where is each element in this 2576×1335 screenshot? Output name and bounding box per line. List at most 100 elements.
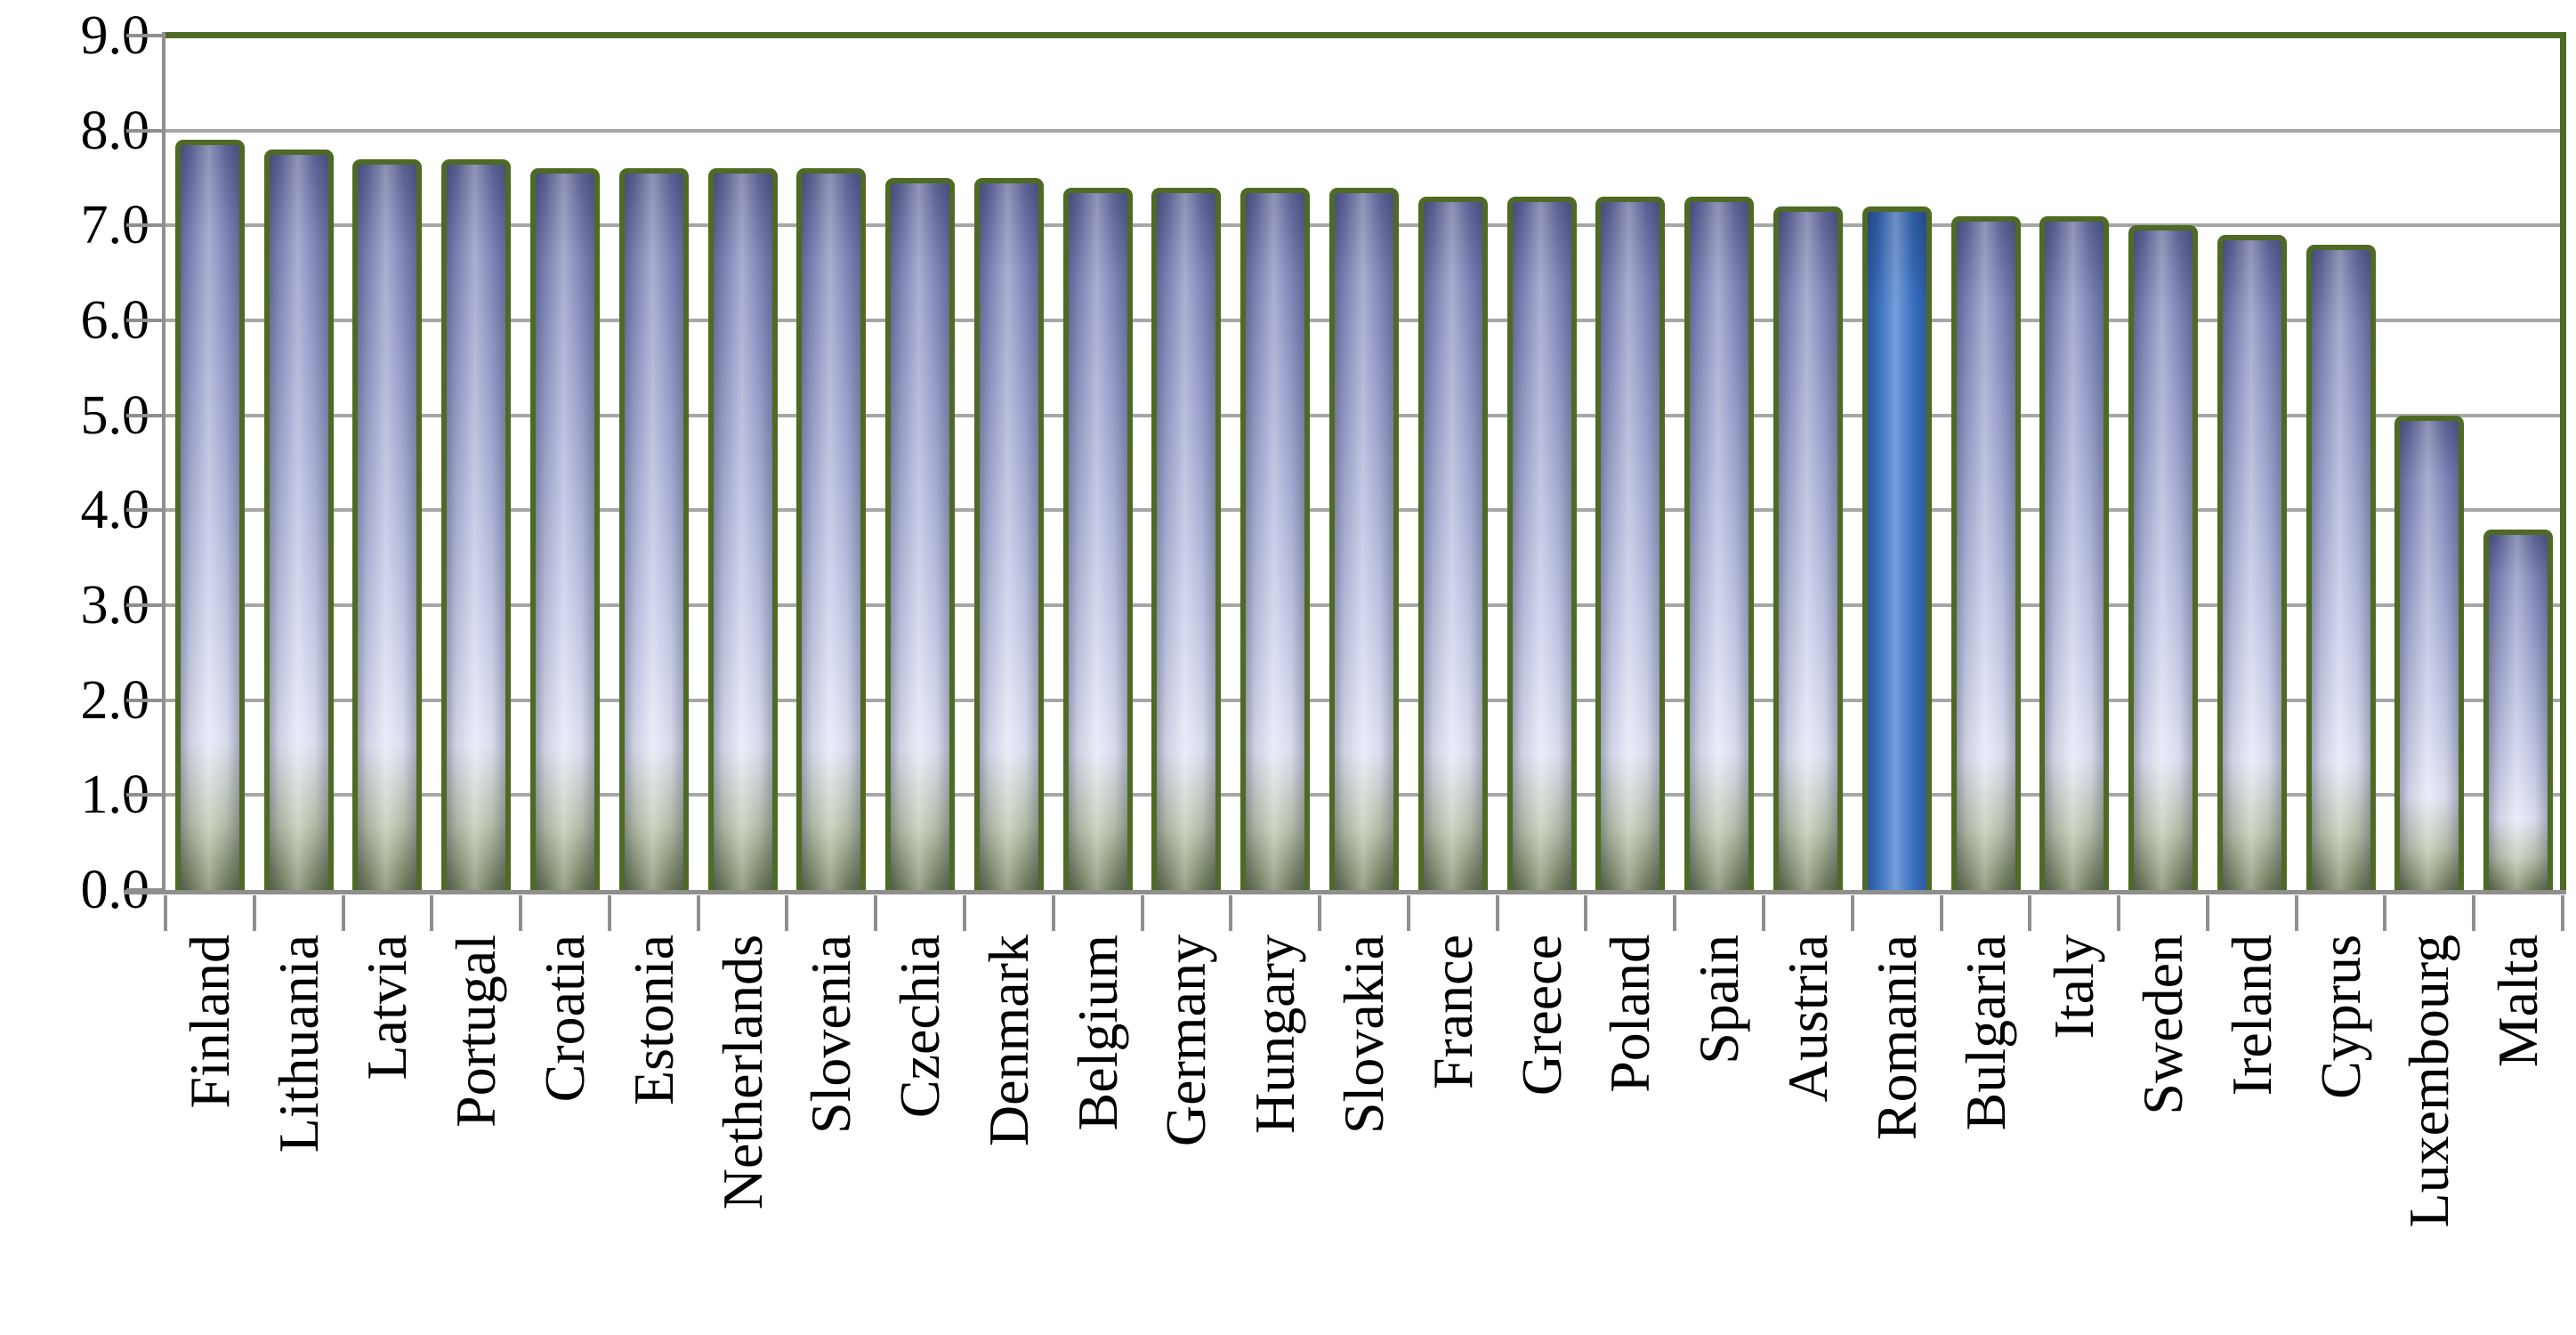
x-label-cell: Belgium — [1054, 934, 1143, 1130]
x-axis-tick — [341, 895, 345, 931]
x-axis-tick — [785, 895, 789, 931]
bar-france — [1417, 197, 1488, 890]
x-axis-tick — [1673, 895, 1677, 931]
x-axis-label-lithuania: Lithuania — [266, 934, 330, 1153]
x-label-cell: Cyprus — [2297, 934, 2386, 1099]
bar-latvia — [352, 158, 423, 890]
bar-cyprus — [2305, 244, 2376, 890]
bar-luxembourg — [2394, 415, 2465, 890]
bar-greece — [1506, 197, 1577, 890]
x-label-cell: Ireland — [2208, 934, 2297, 1096]
bar-slot-poland — [1587, 36, 1676, 890]
x-label-cell: Bulgaria — [1942, 934, 2031, 1130]
plot-right-border — [2560, 32, 2566, 894]
bar-denmark — [973, 178, 1044, 890]
x-axis-label-latvia: Latvia — [355, 934, 419, 1080]
y-axis-tick — [126, 319, 163, 322]
bar-slot-czechia — [876, 36, 965, 890]
bar-slot-germany — [1143, 36, 1231, 890]
x-label-cell: Greece — [1498, 934, 1587, 1096]
x-axis-tick — [2561, 895, 2564, 931]
x-axis-tick — [1762, 895, 1765, 931]
bar-slot-portugal — [432, 36, 521, 890]
bar-slovakia — [1329, 187, 1400, 890]
x-axis-tick — [2294, 895, 2298, 931]
bar-slot-malta — [2474, 36, 2563, 890]
bar-slot-austria — [1764, 36, 1853, 890]
bar-slot-lithuania — [254, 36, 343, 890]
bar-czechia — [885, 178, 956, 890]
bar-portugal — [441, 158, 512, 890]
x-axis-label-croatia: Croatia — [533, 934, 597, 1103]
plot-top-border — [162, 32, 2566, 38]
bar-poland — [1595, 197, 1666, 890]
bar-estonia — [618, 168, 689, 890]
x-label-cell: Latvia — [343, 934, 432, 1080]
bar-slot-cyprus — [2297, 36, 2386, 890]
bar-croatia — [530, 168, 601, 890]
bar-netherlands — [707, 168, 778, 890]
x-axis-label-belgium: Belgium — [1065, 934, 1129, 1131]
x-axis-tick — [963, 895, 966, 931]
x-axis-tick — [2205, 895, 2209, 931]
x-axis-tick — [1051, 895, 1055, 931]
x-label-cell: Poland — [1587, 934, 1676, 1093]
y-axis-tick — [126, 793, 163, 797]
x-axis-label-slovenia: Slovenia — [799, 934, 863, 1134]
x-label-cell: Finland — [166, 934, 254, 1109]
x-axis-label-netherlands: Netherlands — [710, 934, 774, 1210]
x-axis-label-ireland: Ireland — [2219, 934, 2283, 1096]
y-axis-tick — [126, 223, 163, 228]
x-axis-labels: Finland Lithuania Latvia Portugal Croatia Est… — [166, 934, 2563, 1227]
x-label-cell: Romania — [1853, 934, 1942, 1140]
x-axis-label-luxembourg: Luxembourg — [2397, 934, 2461, 1228]
bar-belgium — [1062, 187, 1133, 890]
bar-malta — [2483, 529, 2554, 890]
x-label-cell: Germany — [1143, 934, 1231, 1146]
bar-slot-hungary — [1231, 36, 1320, 890]
x-axis-label-bulgaria: Bulgaria — [1953, 934, 2017, 1131]
x-axis-tick — [1140, 895, 1144, 931]
y-axis-tick — [126, 34, 163, 37]
x-axis-label-greece: Greece — [1509, 934, 1573, 1096]
x-label-cell: Italy — [2030, 934, 2119, 1039]
x-axis-tick — [1495, 895, 1499, 931]
x-axis-tick — [1318, 895, 1322, 931]
x-axis-label-portugal: Portugal — [444, 934, 508, 1128]
x-axis-label-austria: Austria — [1775, 934, 1839, 1103]
x-axis-label-poland: Poland — [1598, 934, 1662, 1093]
x-axis-tick — [696, 895, 700, 931]
x-axis-label-malta: Malta — [2486, 934, 2550, 1068]
x-axis-tick — [2383, 895, 2387, 931]
x-axis-label-slovakia: Slovakia — [1332, 934, 1396, 1134]
bar-romania — [1861, 206, 1932, 890]
x-label-cell: Portugal — [432, 934, 521, 1128]
x-axis-tick — [2117, 895, 2121, 931]
x-axis-tick — [2028, 895, 2032, 931]
x-label-cell: Netherlands — [699, 934, 787, 1210]
x-axis-label-sweden: Sweden — [2131, 934, 2195, 1115]
y-axis-line — [162, 32, 166, 894]
x-label-cell: Hungary — [1231, 934, 1320, 1134]
x-axis-label-czechia: Czechia — [888, 934, 952, 1119]
x-axis-label-france: France — [1420, 934, 1484, 1090]
x-label-cell: Croatia — [521, 934, 610, 1102]
bar-bulgaria — [1950, 215, 2021, 890]
x-axis-label-germany: Germany — [1154, 934, 1218, 1147]
bar-ireland — [2217, 235, 2287, 890]
bars-container — [166, 36, 2563, 890]
x-label-cell: Denmark — [965, 934, 1054, 1146]
bar-slot-estonia — [610, 36, 699, 890]
bar-slot-sweden — [2119, 36, 2208, 890]
x-axis-label-spain: Spain — [1687, 934, 1751, 1064]
x-label-cell: Luxembourg — [2386, 934, 2475, 1227]
plot-area — [166, 36, 2563, 890]
bar-hungary — [1240, 187, 1311, 890]
bar-slovenia — [796, 168, 867, 890]
x-label-cell: Spain — [1675, 934, 1764, 1064]
bar-austria — [1773, 206, 1843, 890]
x-axis-label-hungary: Hungary — [1243, 934, 1307, 1134]
bar-lithuania — [263, 150, 334, 890]
bar-italy — [2039, 215, 2110, 890]
bar-slot-spain — [1675, 36, 1764, 890]
